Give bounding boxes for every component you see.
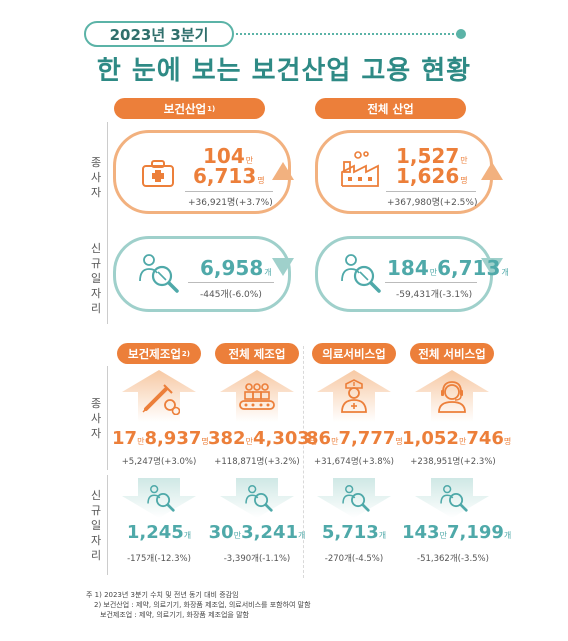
medical-services-new-jobs-change: -270개(-4.5%) xyxy=(324,554,384,564)
divider xyxy=(107,366,108,470)
job-search-icon xyxy=(147,484,175,512)
health-industry-label: 보건산업 xyxy=(163,101,207,116)
page-title: 한 눈에 보는 보건산업 고용 현황 xyxy=(96,56,472,86)
conveyor-icon xyxy=(239,383,275,410)
health-employees-line2: 6,713명 xyxy=(193,164,265,188)
total-services-employees-change: +238,951명(+2.3%) xyxy=(410,457,496,467)
footnotes: 주 1) 2023년 3분기 수치 및 전년 동기 대비 증감임 2) 보건산업… xyxy=(86,590,311,620)
up-arrow-background xyxy=(220,370,294,422)
medical-services-employees: 86만7,777명 xyxy=(306,428,403,449)
job-search-icon xyxy=(342,484,370,512)
rule xyxy=(386,191,476,192)
medical-services-pill: 의료서비스업 xyxy=(312,343,396,364)
health-new-jobs-change: -445개(-6.0%) xyxy=(200,290,262,300)
total-industry-label: 전체 산업 xyxy=(367,101,414,116)
divider xyxy=(107,475,108,575)
headset-agent-icon xyxy=(438,381,466,413)
down-arrow-icon xyxy=(272,258,294,276)
dashed-separator xyxy=(303,346,304,578)
medicine-icon xyxy=(142,384,180,415)
total-manufacturing-employees-change: +118,871명(+3.2%) xyxy=(214,457,300,467)
divider xyxy=(107,122,108,232)
rule xyxy=(385,282,477,283)
divider xyxy=(107,232,108,324)
total-manufacturing-new-jobs: 30만3,241개 xyxy=(208,522,306,543)
total-manufacturing-employees: 382만4,303명 xyxy=(208,428,318,449)
header-dot xyxy=(456,29,466,39)
health-manufacturing-employees-change: +5,247명(+3.0%) xyxy=(121,457,197,467)
rule xyxy=(185,191,273,192)
health-new-jobs-value: 6,958개 xyxy=(200,256,272,280)
health-manufacturing-new-jobs-change: -175개(-12.3%) xyxy=(127,554,191,564)
header-dotted-line xyxy=(236,33,458,35)
total-manufacturing-new-jobs-change: -3,390개(-1.1%) xyxy=(223,554,291,564)
total-services-new-jobs: 143만7,199개 xyxy=(402,522,512,543)
health-manufacturing-employees: 17만8,937명 xyxy=(112,428,209,449)
health-manufacturing-new-jobs: 1,245개 xyxy=(126,522,192,543)
medical-services-new-jobs: 5,713개 xyxy=(321,522,387,543)
total-employees-line2: 1,626명 xyxy=(396,164,468,188)
total-new-jobs-change: -59,431개(-3.1%) xyxy=(396,290,473,300)
job-search-icon xyxy=(139,254,179,293)
health-employees-line1: 104만 xyxy=(203,144,254,168)
job-search-icon xyxy=(440,484,468,512)
period-badge: 2023년 3분기 xyxy=(84,21,234,47)
total-new-jobs-box xyxy=(315,236,493,312)
up-arrow-icon xyxy=(272,162,294,180)
health-industry-pill: 보건산업 1) xyxy=(114,98,265,119)
health-new-jobs-box xyxy=(113,236,291,312)
rule xyxy=(188,282,274,283)
health-employees-change: +36,921명(+3.7%) xyxy=(188,198,273,208)
health-manufacturing-pill: 보건제조업 2) xyxy=(117,343,201,364)
total-manufacturing-pill: 전체 제조업 xyxy=(215,343,299,364)
total-new-jobs-value: 184만6,713개 xyxy=(387,256,509,280)
down-arrow-icon xyxy=(481,258,503,276)
total-employees-change: +367,980명(+2.5%) xyxy=(387,198,478,208)
job-search-icon xyxy=(341,254,381,293)
total-services-employees: 1,052만746명 xyxy=(402,428,512,449)
footnote-2: 2) 보건산업 : 제약, 의료기기, 화장품 제조업, 의료서비스를 포함하여… xyxy=(94,601,311,609)
first-aid-kit-icon xyxy=(142,160,174,187)
total-services-new-jobs-change: -51,362개(-3.5%) xyxy=(417,554,489,564)
factory-icon xyxy=(341,151,379,187)
footnote-1: 주 1) 2023년 3분기 수치 및 전년 동기 대비 증감임 xyxy=(86,591,239,599)
up-arrow-background xyxy=(317,370,391,422)
nurse-icon xyxy=(341,379,367,413)
up-arrow-background xyxy=(415,370,489,422)
footnote-3: 보건제조업 : 제약, 의료기기, 화장품 제조업을 말함 xyxy=(100,611,249,619)
medical-services-employees-change: +31,674명(+3.8%) xyxy=(313,457,395,467)
total-services-pill: 전체 서비스업 xyxy=(410,343,494,364)
total-employees-line1: 1,527만 xyxy=(396,144,468,168)
job-search-icon xyxy=(245,484,273,512)
total-industry-pill: 전체 산업 xyxy=(315,98,466,119)
footnote-ref: 1) xyxy=(207,104,216,113)
up-arrow-icon xyxy=(481,162,503,180)
